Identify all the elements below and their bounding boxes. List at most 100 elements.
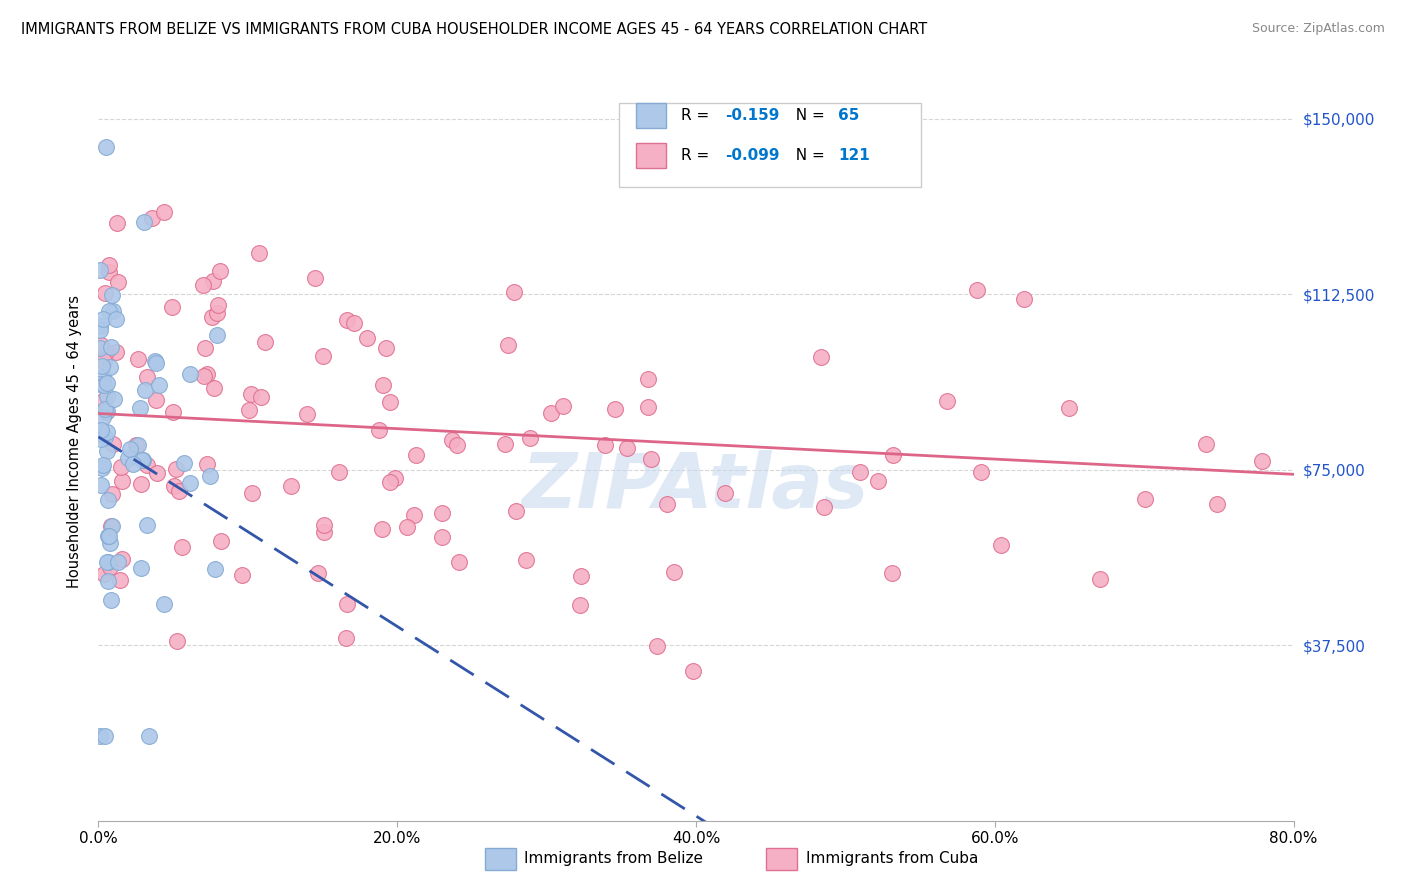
Point: [813, 500, 835, 514]
Point: [127, 438, 149, 452]
Point: [163, 479, 186, 493]
Point: [93, 378, 115, 392]
Point: [314, 524, 336, 539]
Text: N =: N =: [786, 108, 830, 122]
Point: [96, 425, 118, 439]
Point: [202, 274, 225, 288]
Point: [231, 568, 253, 582]
Point: [134, 383, 156, 397]
Point: [162, 301, 184, 315]
Point: [336, 597, 359, 611]
Text: -0.159: -0.159: [725, 108, 780, 122]
Point: [91, 359, 114, 374]
Point: [94, 430, 117, 444]
Point: [89, 263, 111, 277]
Point: [655, 497, 678, 511]
Point: [374, 341, 396, 355]
Point: [440, 434, 463, 448]
Point: [129, 477, 152, 491]
Point: [432, 506, 454, 520]
Point: [89, 377, 111, 392]
Point: [107, 275, 129, 289]
Point: [446, 438, 468, 452]
Point: [166, 634, 188, 648]
Point: [553, 400, 575, 414]
Point: [336, 312, 359, 326]
Point: [990, 538, 1012, 552]
Point: [540, 406, 562, 420]
Point: [143, 354, 166, 368]
Point: [93, 409, 115, 424]
Point: [100, 288, 122, 302]
Point: [280, 478, 302, 492]
Point: [519, 431, 541, 445]
Point: [312, 517, 335, 532]
Point: [90, 460, 112, 475]
Point: [94, 402, 117, 417]
Point: [97, 529, 120, 543]
Point: [165, 462, 187, 476]
Point: [1195, 437, 1218, 451]
Point: [141, 211, 163, 226]
Point: [111, 551, 134, 566]
Point: [98, 303, 121, 318]
Text: 121: 121: [838, 148, 870, 162]
Point: [432, 530, 454, 544]
Point: [370, 522, 392, 536]
Point: [240, 485, 263, 500]
Point: [93, 393, 115, 408]
Point: [637, 400, 659, 414]
Point: [193, 369, 215, 384]
Point: [603, 402, 626, 417]
Point: [145, 392, 167, 407]
Point: [135, 369, 157, 384]
Point: [1059, 401, 1081, 415]
Point: [90, 478, 112, 492]
Point: [496, 338, 519, 352]
Point: [91, 458, 114, 472]
Point: [100, 340, 122, 354]
Point: [713, 486, 735, 500]
Point: [132, 453, 155, 467]
Point: [569, 569, 592, 583]
Point: [94, 405, 117, 419]
Point: [880, 566, 903, 580]
Point: [127, 351, 149, 366]
Point: [118, 442, 141, 456]
Point: [307, 566, 329, 581]
Point: [100, 518, 122, 533]
Point: [153, 597, 176, 611]
Point: [640, 452, 662, 467]
Point: [209, 264, 232, 278]
Point: [249, 390, 271, 404]
Text: R =: R =: [681, 108, 714, 122]
Point: [100, 593, 122, 607]
Point: [104, 312, 127, 326]
Point: [503, 285, 526, 300]
Point: [195, 458, 218, 472]
Point: [94, 730, 117, 744]
Point: [202, 381, 225, 395]
Point: [97, 574, 120, 589]
Y-axis label: Householder Income Ages 45 - 64 years: Householder Income Ages 45 - 64 years: [66, 295, 82, 588]
Point: [304, 271, 326, 285]
Point: [616, 442, 638, 456]
Point: [936, 393, 959, 408]
Point: [205, 327, 228, 342]
Point: [209, 534, 232, 549]
Point: [101, 437, 124, 451]
Point: [238, 403, 260, 417]
Point: [96, 376, 118, 391]
Point: [1014, 292, 1036, 306]
Point: [93, 567, 115, 582]
Point: [107, 555, 129, 569]
Point: [93, 354, 115, 368]
Text: Immigrants from Cuba: Immigrants from Cuba: [806, 851, 979, 865]
Point: [94, 140, 117, 154]
Point: [96, 404, 118, 418]
Text: Source: ZipAtlas.com: Source: ZipAtlas.com: [1251, 22, 1385, 36]
Point: [98, 265, 121, 279]
Point: [593, 438, 616, 452]
Point: [505, 504, 527, 518]
Point: [494, 436, 516, 450]
